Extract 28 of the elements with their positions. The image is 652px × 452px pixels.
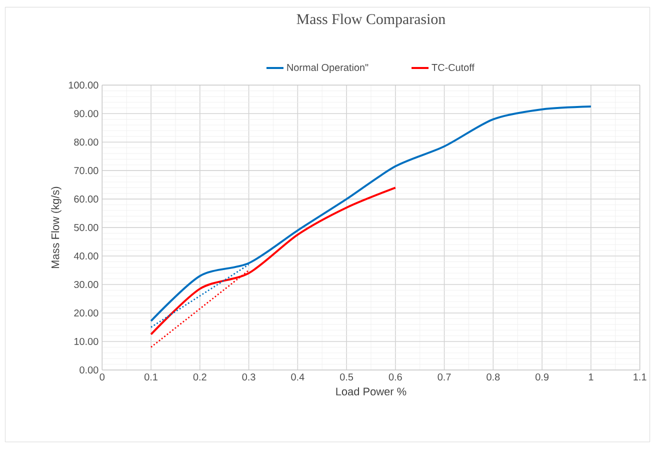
x-tick-label: 0.1 <box>144 373 158 380</box>
x-tick-label: 0.6 <box>388 373 402 380</box>
y-tick-label: 0.00 <box>80 366 98 374</box>
x-tick-label: 0.8 <box>486 373 500 380</box>
y-tick-label: 60.00 <box>74 195 98 203</box>
x-axis-title: Load Power % <box>336 387 406 396</box>
legend-label: TC-Cutoff <box>432 64 474 71</box>
x-tick-label: 1 <box>588 373 594 380</box>
x-tick-label: 0.5 <box>340 373 354 380</box>
y-tick-label: 10.00 <box>74 338 98 345</box>
y-tick-label: 80.00 <box>74 138 98 146</box>
x-tick-label: 0.3 <box>242 373 256 380</box>
y-tick-label: 20.00 <box>74 309 98 316</box>
y-tick-label: 90.00 <box>74 110 98 118</box>
chart-title: Mass Flow Comparasion <box>296 14 446 28</box>
x-tick-label: 0.7 <box>438 373 451 380</box>
x-tick-label: 0.2 <box>193 373 206 380</box>
y-tick-label: 50.00 <box>74 224 98 232</box>
x-tick-label: 0 <box>100 373 105 380</box>
y-tick-label: 40.00 <box>74 252 98 260</box>
x-tick-label: 1.1 <box>634 373 646 380</box>
y-tick-label: 30.00 <box>74 280 98 288</box>
x-tick-label: 0.9 <box>536 373 549 380</box>
x-tick-label: 0.4 <box>291 373 304 380</box>
y-axis-title: Mass Flow (kg/s) <box>51 186 62 268</box>
legend-label: Normal Operation" <box>287 64 368 73</box>
y-tick-label: 100.00 <box>68 82 98 89</box>
y-tick-label: 70.00 <box>74 167 98 174</box>
